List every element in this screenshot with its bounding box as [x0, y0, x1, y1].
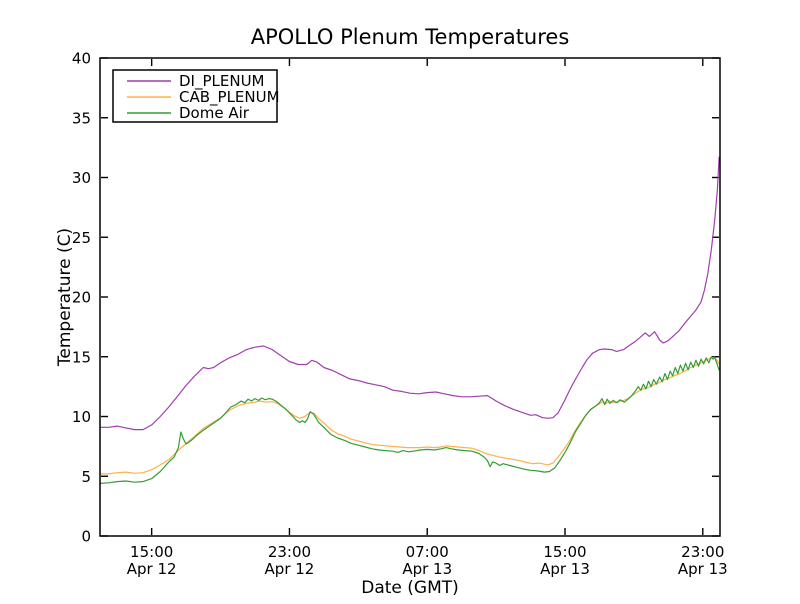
x-tick-label-time: 23:00 — [681, 543, 724, 561]
x-tick-label-date: Apr 12 — [265, 560, 315, 578]
y-tick-label: 0 — [81, 528, 91, 546]
x-tick-label-date: Apr 12 — [127, 560, 177, 578]
legend-label-di-plenum: DI_PLENUM — [179, 72, 265, 91]
legend-label-cab-plenum: CAB_PLENUM — [179, 88, 280, 107]
y-tick-label: 15 — [72, 348, 91, 366]
x-tick-label-time: 15:00 — [130, 543, 173, 561]
y-tick-label: 35 — [72, 109, 91, 127]
chart-title: APOLLO Plenum Temperatures — [251, 25, 570, 49]
y-tick-label: 20 — [72, 289, 91, 307]
y-tick-label: 40 — [72, 50, 91, 68]
series-lines — [100, 156, 720, 484]
x-tick-label-time: 15:00 — [543, 543, 586, 561]
y-tick-label: 30 — [72, 169, 91, 187]
series-line-dome-air — [100, 356, 720, 484]
x-tick-label-date: Apr 13 — [540, 560, 590, 578]
x-tick-label-date: Apr 13 — [402, 560, 452, 578]
y-tick-label: 5 — [81, 468, 91, 486]
y-axis-label: Temperature (C) — [55, 228, 75, 367]
x-tick-label-time: 07:00 — [406, 543, 449, 561]
series-line-cab-plenum — [100, 356, 720, 475]
x-tick-label-date: Apr 13 — [678, 560, 728, 578]
plot-frame — [99, 57, 721, 537]
x-axis-label: Date (GMT) — [361, 578, 459, 598]
x-tick-label-time: 23:00 — [268, 543, 311, 561]
y-tick-label: 10 — [72, 408, 91, 426]
series-line-di-plenum — [100, 156, 720, 431]
legend-label-dome-air: Dome Air — [179, 104, 250, 122]
y-tick-label: 25 — [72, 229, 91, 247]
